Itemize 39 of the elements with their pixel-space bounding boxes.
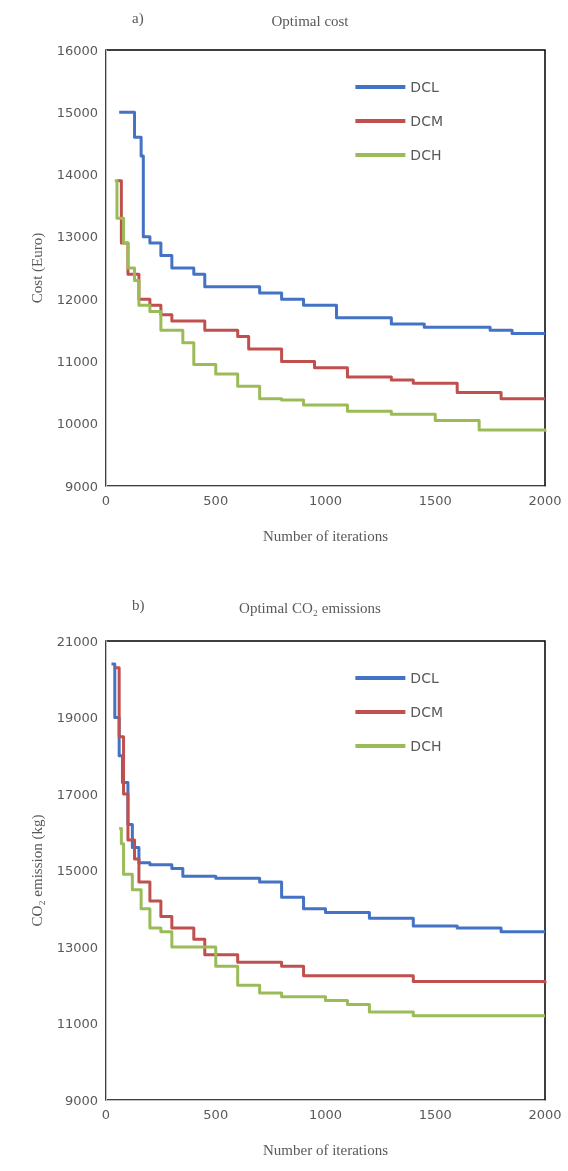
x-tick-label: 0 xyxy=(101,493,111,508)
x-tick-label: 1500 xyxy=(418,493,452,508)
legend-label: DCM xyxy=(410,704,444,720)
x-axis-title: Number of iterations xyxy=(263,1141,389,1158)
y-tick-label: 15000 xyxy=(56,104,98,120)
x-tick-label: 1000 xyxy=(308,1107,343,1122)
chart-title: Optimal CO₂ emissions xyxy=(239,599,382,616)
y-tick-label: 13000 xyxy=(56,939,98,955)
y-tick-label: 16000 xyxy=(56,42,98,58)
y-axis-title: CO₂ emission (kg) xyxy=(28,814,46,927)
legend-label: DCL xyxy=(410,79,439,95)
legend-label: DCM xyxy=(410,113,444,129)
y-tick-label: 10000 xyxy=(56,416,98,432)
chart-title: Optimal cost xyxy=(271,12,350,29)
y-tick-label: 9000 xyxy=(64,1092,98,1108)
legend-label: DCH xyxy=(410,738,442,754)
y-tick-label: 17000 xyxy=(56,786,98,802)
y-tick-label: 12000 xyxy=(56,291,98,307)
x-axis-title: Number of iterations xyxy=(263,527,389,544)
x-tick-label: 2000 xyxy=(528,1107,562,1122)
text: a) xyxy=(132,9,144,27)
y-axis-title: Cost (Euro) xyxy=(28,232,46,304)
y-tick-label: 14000 xyxy=(56,167,98,183)
x-tick-label: 0 xyxy=(101,1107,111,1122)
y-tick-label: 15000 xyxy=(56,863,98,878)
x-tick-label: 2000 xyxy=(528,493,562,508)
x-tick-label: 500 xyxy=(203,493,229,508)
y-tick-label: 9000 xyxy=(64,478,98,494)
x-tick-label: 500 xyxy=(203,1107,229,1122)
x-tick-label: 1000 xyxy=(308,493,343,508)
text: b) xyxy=(132,596,145,614)
legend-label: DCH xyxy=(410,147,442,163)
y-tick-label: 13000 xyxy=(56,229,98,245)
x-tick-label: 1500 xyxy=(418,1107,452,1122)
y-tick-label: 19000 xyxy=(56,710,98,725)
y-tick-label: 11000 xyxy=(56,1016,98,1031)
y-tick-label: 11000 xyxy=(56,353,98,369)
legend-label: DCL xyxy=(410,670,439,686)
y-tick-label: 21000 xyxy=(56,633,98,649)
